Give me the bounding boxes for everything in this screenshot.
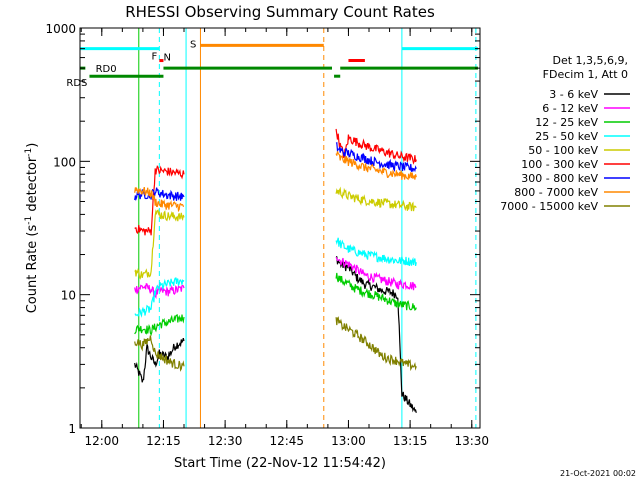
y-axis-label: Count Rate (s-1 detector-1): [24, 143, 40, 314]
legend-label-6: 300 - 800 keV: [521, 172, 598, 185]
y-tick-label-1: 10: [61, 289, 76, 303]
series-line-7-0: [134, 186, 185, 213]
y-tick-label-0: 1: [68, 422, 76, 436]
series-line-2-1: [335, 272, 417, 311]
y-axis: 1 10 100 1000: [45, 22, 480, 436]
x-tick-label-2: 12:30: [208, 434, 243, 448]
legend-label-7: 800 - 7000 keV: [514, 186, 598, 199]
series-line-5-0: [134, 165, 185, 236]
y-tick-label-3: 1000: [45, 22, 76, 36]
x-tick-label-1: 12:15: [146, 434, 181, 448]
x-tick-label-6: 13:30: [454, 434, 489, 448]
series-line-7-1: [335, 151, 417, 181]
flag-label-rds: RDS: [66, 78, 87, 89]
series-line-4-1: [335, 186, 417, 212]
series-line-3-1: [335, 237, 417, 267]
x-tick-label-5: 13:15: [393, 434, 428, 448]
x-axis-label: Start Time (22-Nov-12 11:54:42): [174, 456, 386, 471]
series-line-6-1: [335, 141, 417, 173]
series-line-4-0: [134, 209, 185, 280]
flag-label-rd0: RD0: [96, 64, 117, 75]
plot-frame: [79, 27, 481, 429]
legend-header-2: FDecim 1, Att 0: [543, 68, 628, 81]
series-line-8-1: [335, 316, 417, 372]
legend-label-3: 25 - 50 keV: [535, 130, 598, 143]
series-line-2-0: [134, 314, 185, 337]
x-tick-label-4: 13:00: [331, 434, 366, 448]
flag-label-n: N: [163, 53, 170, 64]
legend-header-1: Det 1,3,5,6,9,: [552, 54, 628, 67]
series-line-6-0: [134, 187, 185, 202]
chart-title: RHESSI Observing Summary Count Rates: [125, 3, 435, 21]
flag-label-s: S: [190, 39, 196, 50]
legend-label-2: 12 - 25 keV: [535, 116, 598, 129]
x-tick-label-3: 12:45: [269, 434, 304, 448]
legend-label-4: 50 - 100 keV: [528, 144, 598, 157]
series-line-0-0: [134, 337, 185, 383]
footer-date: 21-Oct-2021 00:02: [560, 469, 636, 478]
legend-label-0: 3 - 6 keV: [549, 88, 598, 101]
series-line-5-1: [335, 128, 417, 165]
series-line-8-0: [134, 335, 185, 372]
legend-label-1: 6 - 12 keV: [542, 102, 598, 115]
series-line-1-1: [335, 256, 417, 291]
legend-label-5: 100 - 300 keV: [521, 158, 598, 171]
y-tick-label-2: 100: [53, 155, 76, 169]
flag-label-f: F: [152, 52, 158, 63]
plot-area: N S F RD0 RDS: [66, 28, 478, 428]
series-line-0-1: [335, 255, 417, 413]
legend: Det 1,3,5,6,9, FDecim 1, Att 0 3 - 6 keV…: [500, 54, 630, 213]
series-line-3-0: [134, 277, 185, 318]
legend-label-8: 7000 - 15000 keV: [500, 200, 598, 213]
x-axis: 12:00 12:15 12:30 12:45 13:00 13:15 13:30: [80, 28, 489, 448]
x-tick-label-0: 12:00: [84, 434, 119, 448]
